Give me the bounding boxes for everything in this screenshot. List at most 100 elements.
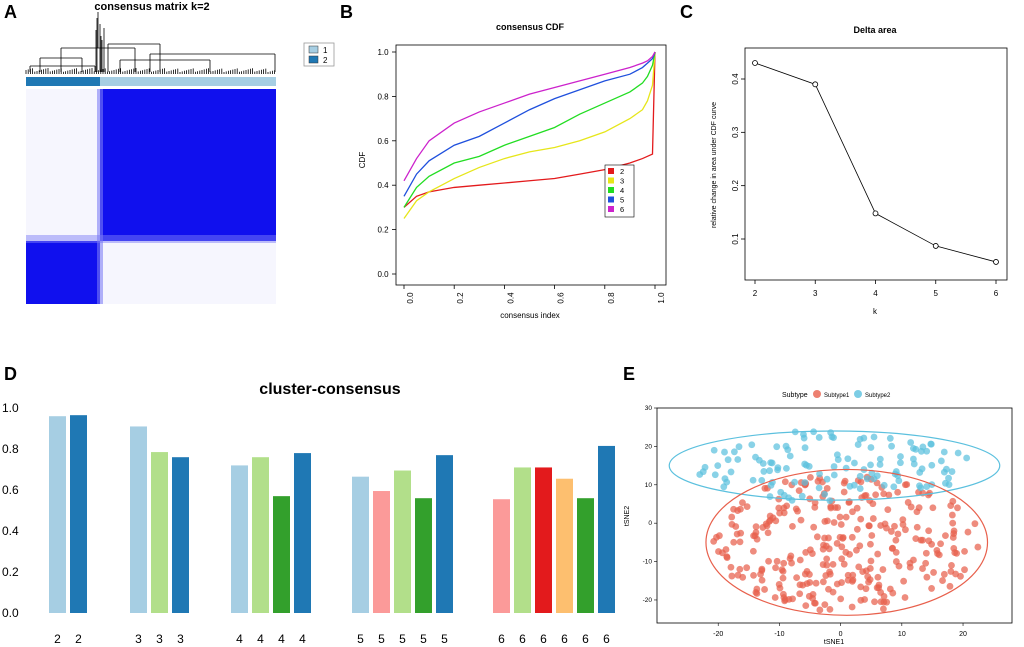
legend-label-k3: 3 <box>620 177 624 186</box>
point-subtype1 <box>821 534 828 542</box>
point-subtype2 <box>912 445 920 453</box>
cdf-line-k4 <box>403 51 656 208</box>
point-subtype1 <box>802 602 810 610</box>
y-tick-label: 0.3 <box>731 126 740 138</box>
point-subtype1 <box>879 566 887 573</box>
panel-e-letter: E <box>623 364 635 384</box>
x-tick-label: 20 <box>959 631 967 638</box>
point-subtype2 <box>801 479 809 486</box>
point-subtype2 <box>844 455 852 463</box>
point-subtype1 <box>734 571 742 579</box>
point-subtype2 <box>851 459 858 467</box>
heatmap-block-cluster1 <box>100 89 276 241</box>
point-subtype1 <box>779 574 787 582</box>
panel-e-plot-frame <box>656 407 1013 624</box>
point-subtype2 <box>815 484 823 492</box>
cluster-bar-2 <box>26 77 100 86</box>
point-subtype1 <box>925 537 933 545</box>
bar-k6-cluster5 <box>577 498 594 613</box>
point-subtype2 <box>876 461 884 468</box>
point-subtype1 <box>892 536 900 544</box>
point-subtype2 <box>721 448 728 456</box>
panel-b-ylabel: CDF <box>358 152 367 169</box>
point-subtype1 <box>715 532 723 540</box>
point-subtype1 <box>867 557 875 565</box>
point-subtype2 <box>894 472 902 479</box>
point-subtype2 <box>801 460 809 468</box>
point-subtype1 <box>928 585 935 592</box>
point-subtype2 <box>748 441 756 449</box>
point-subtype2 <box>786 452 794 460</box>
y-tick-label: 0.4 <box>377 181 389 190</box>
y-tick-label: 0.8 <box>377 92 389 101</box>
bar-k4-cluster3 <box>273 496 290 613</box>
panel-e: E Subtype Subtype1 Subtype2 -20 -10 0 10 20-… <box>623 364 1013 646</box>
point-subtype2 <box>774 466 781 474</box>
point-subtype2 <box>895 477 903 485</box>
point-subtype1 <box>922 549 930 557</box>
x-tick-label: -20 <box>713 631 723 638</box>
cdf-line-k5 <box>403 51 656 197</box>
point-subtype2 <box>923 447 931 455</box>
legend-label-k5: 5 <box>620 196 624 205</box>
point-subtype1 <box>775 495 783 503</box>
point-subtype2 <box>721 475 729 483</box>
bar-k4-cluster1 <box>231 465 248 613</box>
y-tick-label: 0.2 <box>377 226 389 235</box>
y-tick-label: 0.2 <box>2 565 19 579</box>
y-tick-label: 0.0 <box>2 606 19 620</box>
legend-label-2: 2 <box>323 56 328 65</box>
point-subtype1 <box>887 528 895 535</box>
point-subtype1 <box>723 554 731 561</box>
delta-area-point-k6 <box>993 259 999 265</box>
point-subtype1 <box>857 515 865 523</box>
panel-d-axes: 0.0 0.2 0.4 0.6 0.8 1.0 <box>2 401 19 620</box>
point-subtype1 <box>750 571 757 579</box>
point-subtype1 <box>954 504 961 512</box>
point-subtype1 <box>874 573 882 581</box>
point-subtype1 <box>947 568 955 575</box>
point-subtype2 <box>798 492 806 500</box>
panel-c-letter: C <box>680 2 693 22</box>
point-subtype1 <box>796 556 804 564</box>
point-subtype1 <box>766 512 774 520</box>
point-subtype2 <box>773 443 781 451</box>
point-subtype1 <box>752 523 760 531</box>
point-subtype1 <box>894 488 902 496</box>
x-tick-label: 0.0 <box>406 292 415 304</box>
point-subtype2 <box>856 485 864 492</box>
cluster-bar-1 <box>100 77 276 86</box>
point-subtype1 <box>780 559 788 567</box>
point-subtype1 <box>885 491 893 499</box>
point-subtype1 <box>946 582 954 590</box>
point-subtype1 <box>834 504 842 511</box>
panel-c-plot-frame <box>744 47 1008 281</box>
point-subtype1 <box>772 564 779 572</box>
panel-d-letter: D <box>4 364 17 384</box>
point-subtype1 <box>830 519 838 526</box>
point-subtype1 <box>736 538 744 546</box>
point-subtype1 <box>883 598 891 606</box>
point-subtype1 <box>732 523 740 530</box>
point-subtype1 <box>794 507 801 515</box>
point-subtype2 <box>821 490 829 498</box>
legend-label-k4: 4 <box>620 186 624 195</box>
panel-c-xlabel: k <box>873 307 878 316</box>
point-subtype1 <box>940 570 948 578</box>
y-tick-label: 1.0 <box>2 401 19 415</box>
point-subtype1 <box>813 533 821 541</box>
point-subtype1 <box>789 522 796 530</box>
bar-label-k6: 6 <box>519 632 526 646</box>
ellipse-subtype1 <box>705 468 989 616</box>
point-subtype2 <box>816 470 823 478</box>
y-tick-label: 20 <box>645 443 653 450</box>
point-subtype2 <box>714 462 722 470</box>
point-subtype2 <box>860 434 868 442</box>
point-subtype2 <box>943 465 950 473</box>
point-subtype1 <box>788 559 795 567</box>
point-subtype2 <box>910 455 917 463</box>
bar-label-k5: 5 <box>441 632 448 646</box>
panel-b-letter: B <box>340 2 353 22</box>
point-subtype1 <box>734 507 741 514</box>
